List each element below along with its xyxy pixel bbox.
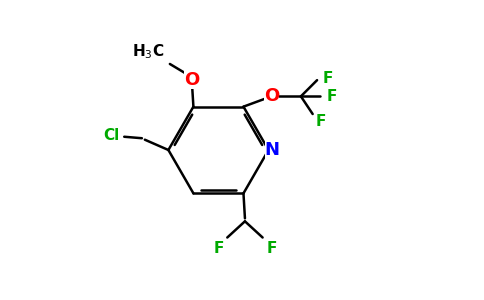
- Text: N: N: [265, 141, 280, 159]
- Text: O: O: [264, 87, 279, 105]
- Text: F: F: [316, 114, 326, 129]
- Text: Cl: Cl: [104, 128, 120, 143]
- Text: F: F: [327, 89, 337, 104]
- Text: H$_3$C: H$_3$C: [132, 42, 164, 61]
- Text: O: O: [184, 71, 199, 89]
- Text: F: F: [213, 241, 224, 256]
- Text: F: F: [266, 241, 276, 256]
- Text: F: F: [323, 71, 333, 86]
